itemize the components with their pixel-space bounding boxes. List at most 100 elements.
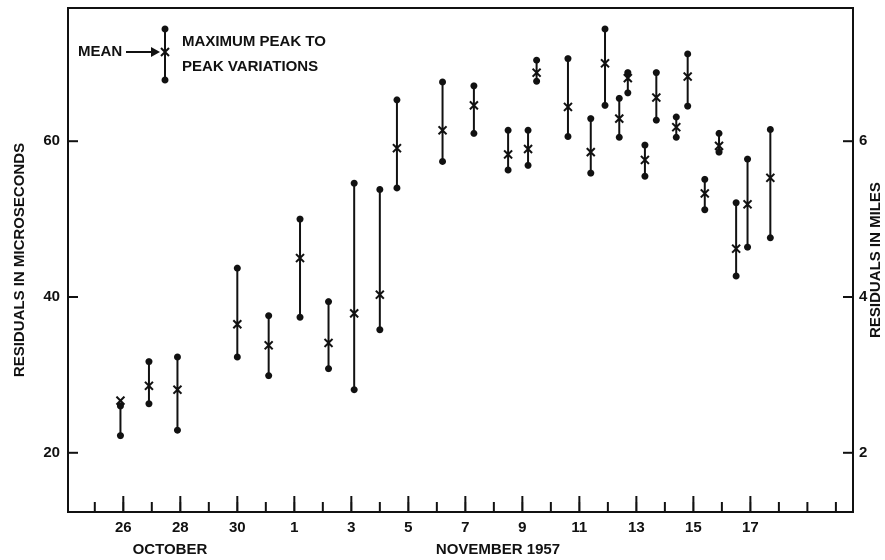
low-dot: [173, 426, 181, 434]
low-dot: [470, 129, 478, 137]
low-dot: [524, 161, 532, 169]
x-tick-label: 30: [229, 519, 246, 536]
mean-mark: [682, 71, 693, 82]
high-dot: [624, 69, 632, 77]
x-tick-label: 28: [172, 519, 189, 536]
x-tick-label: 5: [404, 519, 412, 536]
legend: MEAN MAXIMUM PEAK TO PEAK VARIATIONS: [78, 25, 326, 84]
low-dot: [393, 184, 401, 192]
high-dot: [524, 126, 532, 134]
y-tick-label: 60: [43, 132, 60, 149]
mean-mark: [600, 58, 610, 69]
high-dot: [350, 179, 358, 187]
low-dot: [715, 148, 723, 156]
low-dot: [641, 172, 649, 180]
x-tick-label: 13: [628, 519, 645, 536]
low-dot: [766, 234, 774, 242]
mean-mark: [115, 395, 126, 406]
mean-mark: [349, 308, 359, 319]
low-dot: [116, 432, 124, 440]
x-tick-label: 9: [518, 519, 526, 536]
mean-mark: [375, 289, 385, 300]
legend-dot: [161, 25, 169, 33]
plot-frame: [67, 7, 854, 513]
mean-mark: [469, 100, 479, 111]
low-dot: [672, 133, 680, 141]
high-dot: [701, 175, 709, 183]
y2-tick-label: 2: [859, 444, 867, 461]
y-axis-label: RESIDUALS IN MICROSECONDS: [11, 143, 28, 377]
legend-mean-label: MEAN: [78, 43, 122, 60]
mean-mark: [523, 144, 533, 154]
high-dot: [672, 113, 680, 121]
legend-range-label: PEAK VARIATIONS: [182, 58, 318, 75]
x-tick-label: 17: [742, 519, 759, 536]
low-dot: [615, 133, 623, 141]
low-dot: [587, 169, 595, 177]
high-dot: [684, 50, 692, 58]
x-tick-label: 3: [347, 519, 355, 536]
low-dot: [325, 365, 333, 373]
mean-mark: [503, 149, 513, 160]
high-dot: [376, 186, 384, 194]
mean-mark: [623, 73, 633, 83]
mean-mark: [640, 155, 650, 165]
mean-mark: [295, 253, 305, 263]
low-dot: [652, 116, 660, 124]
low-dot: [350, 386, 358, 394]
high-dot: [173, 353, 181, 361]
high-dot: [504, 126, 512, 134]
high-dot: [615, 94, 623, 102]
x-axis-label: NOVEMBER 1957: [436, 541, 560, 558]
y2-tick-label: 4: [859, 288, 868, 305]
high-dot: [116, 402, 124, 410]
low-dot: [296, 313, 304, 321]
x-tick-label: 11: [571, 519, 587, 536]
legend-mean-mark: [160, 47, 170, 57]
x-axis-label: OCTOBER: [133, 541, 208, 558]
y-tick-label: 20: [43, 444, 60, 461]
legend-dot: [161, 76, 169, 84]
mean-mark: [144, 381, 154, 391]
high-dot: [652, 69, 660, 77]
mean-mark: [765, 173, 776, 183]
mean-mark: [671, 122, 681, 132]
low-dot: [376, 326, 384, 334]
low-dot: [533, 77, 541, 85]
mean-mark: [742, 199, 753, 210]
mean-mark: [586, 147, 596, 157]
mean-mark: [392, 143, 402, 153]
high-dot: [439, 78, 447, 86]
x-tick-label: 15: [685, 519, 702, 536]
low-dot: [744, 243, 752, 251]
y2-tick-label: 6: [859, 132, 867, 149]
high-dot: [470, 82, 478, 90]
low-dot: [732, 272, 740, 280]
mean-mark: [700, 188, 710, 199]
high-dot: [766, 126, 774, 134]
x-tick-label: 1: [290, 519, 298, 536]
low-dot: [265, 372, 273, 380]
mean-mark: [731, 243, 741, 254]
legend-range-label: MAXIMUM PEAK TO: [182, 33, 326, 50]
mean-mark: [437, 125, 448, 136]
x-tick-label: 7: [461, 519, 469, 536]
high-dot: [587, 115, 595, 123]
x-tick-label: 26: [115, 519, 132, 536]
mean-mark: [651, 92, 662, 103]
mean-mark: [614, 113, 624, 124]
high-dot: [564, 55, 572, 63]
mean-mark: [172, 384, 183, 395]
low-dot: [233, 353, 241, 361]
mean-mark: [232, 319, 243, 329]
low-dot: [601, 101, 609, 109]
high-dot: [601, 25, 609, 33]
high-dot: [296, 215, 304, 223]
high-dot: [533, 56, 541, 64]
high-dot: [265, 312, 273, 320]
high-dot: [325, 298, 333, 306]
high-dot: [233, 264, 241, 272]
low-dot: [564, 133, 572, 141]
high-dot: [145, 358, 153, 366]
y2-axis-label: RESIDUALS IN MILES: [867, 182, 884, 338]
